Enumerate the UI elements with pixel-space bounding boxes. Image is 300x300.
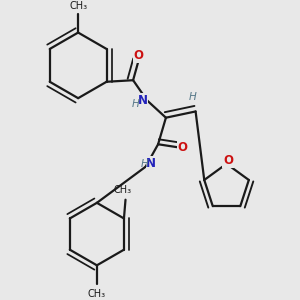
Text: O: O (178, 141, 188, 154)
Text: H: H (189, 92, 196, 102)
Text: O: O (134, 49, 144, 62)
Text: O: O (223, 154, 233, 167)
Text: CH₃: CH₃ (69, 1, 87, 11)
Text: CH₃: CH₃ (113, 185, 131, 195)
Text: CH₃: CH₃ (88, 289, 106, 299)
Text: N: N (146, 157, 156, 170)
Text: N: N (137, 94, 148, 107)
Text: H: H (131, 99, 139, 109)
Text: H: H (140, 159, 148, 169)
